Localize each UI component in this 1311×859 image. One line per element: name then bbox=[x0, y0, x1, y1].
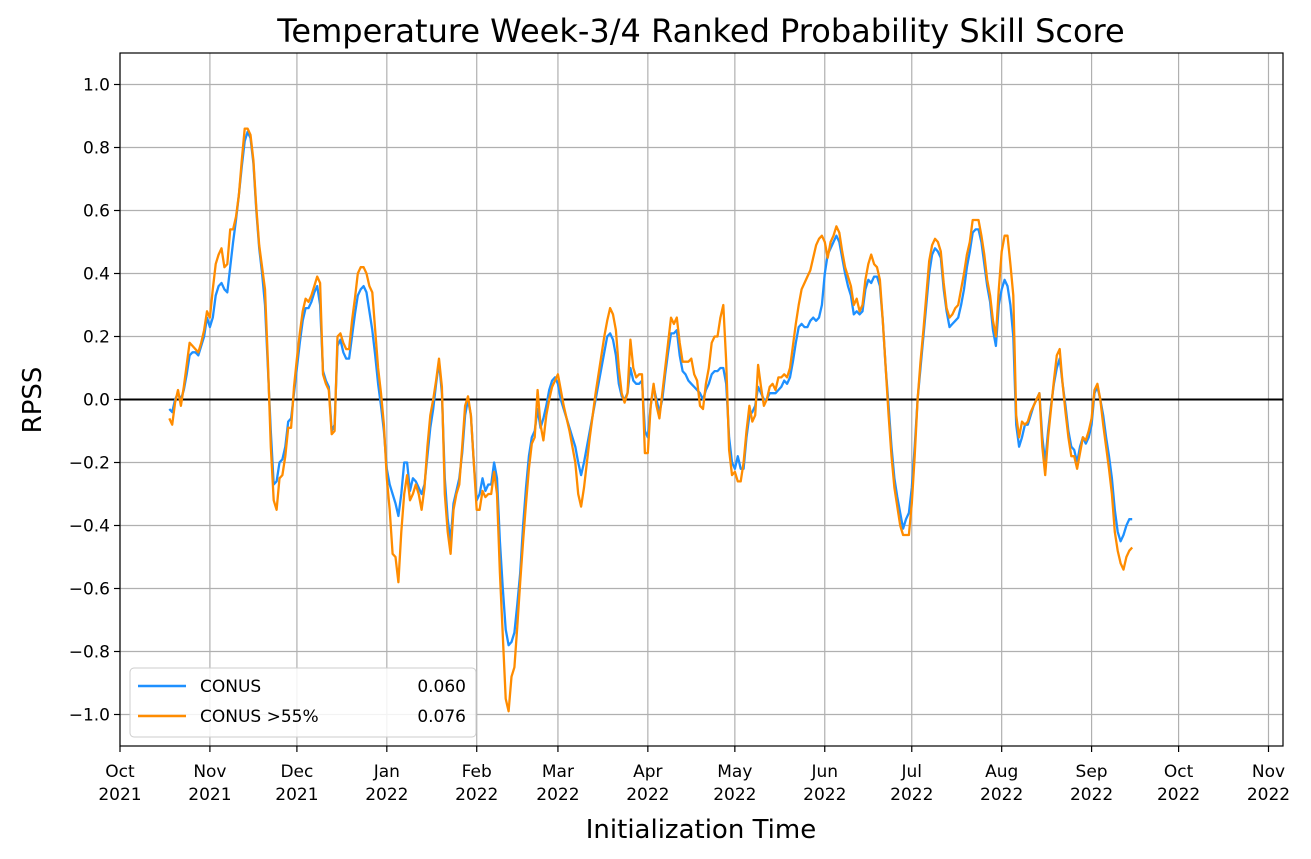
x-tick-label-month: Nov bbox=[1252, 762, 1285, 782]
x-tick-label-year: 2022 bbox=[980, 785, 1023, 805]
axis-ticks: −1.0 −0.8 −0.6 −0.4 −0.2 0.0 0.2 0.4 0.6 0.8 1.0 Oc… bbox=[69, 76, 1290, 806]
x-tick-label-year: 2022 bbox=[455, 785, 498, 805]
x-tick-label-month: Jan bbox=[373, 762, 400, 782]
y-tick-label: 0.2 bbox=[83, 328, 110, 348]
x-tick-label-month: Jun bbox=[810, 762, 838, 782]
x-tick-label-month: Jul bbox=[901, 762, 923, 782]
x-tick-label-year: 2022 bbox=[713, 785, 756, 805]
y-tick-label: −0.8 bbox=[69, 643, 110, 663]
x-tick-label-year: 2022 bbox=[536, 785, 579, 805]
x-axis-label: Initialization Time bbox=[586, 815, 816, 845]
x-tick-label-month: Nov bbox=[193, 762, 226, 782]
x-tick-label-year: 2022 bbox=[890, 785, 933, 805]
y-axis-label: RPSS bbox=[18, 367, 48, 434]
series-line-conus-55 bbox=[168, 127, 1134, 713]
x-tick-label-year: 2022 bbox=[1070, 785, 1113, 805]
y-tick-label: 1.0 bbox=[83, 76, 110, 96]
x-tick-label-month: Oct bbox=[105, 762, 135, 782]
x-tick-label-year: 2022 bbox=[626, 785, 669, 805]
chart-title: Temperature Week-3/4 Ranked Probability … bbox=[276, 12, 1124, 50]
y-tick-label: −0.2 bbox=[69, 454, 110, 474]
x-tick-label-month: May bbox=[717, 762, 752, 782]
series-layer bbox=[168, 127, 1134, 713]
y-tick-label: 0.6 bbox=[83, 202, 110, 222]
x-tick-label-month: Feb bbox=[462, 762, 492, 782]
x-tick-label-month: Dec bbox=[280, 762, 313, 782]
x-tick-label-month: Mar bbox=[542, 762, 574, 782]
plot-frame bbox=[119, 52, 1284, 747]
y-tick-label: 0.4 bbox=[83, 265, 110, 285]
x-tick-label-year: 2021 bbox=[98, 785, 141, 805]
y-tick-label: −0.6 bbox=[69, 580, 110, 600]
legend-box bbox=[129, 667, 477, 738]
legend-label-conus: CONUS bbox=[200, 677, 261, 697]
x-tick-label-month: Oct bbox=[1164, 762, 1194, 782]
x-tick-label-year: 2022 bbox=[803, 785, 846, 805]
y-tick-label: 0.8 bbox=[83, 139, 110, 159]
legend: CONUS 0.060 CONUS >55% 0.076 bbox=[129, 667, 477, 738]
y-tick-label: 0.0 bbox=[83, 391, 110, 411]
x-tick-label-year: 2021 bbox=[275, 785, 318, 805]
x-tick-label-year: 2021 bbox=[188, 785, 231, 805]
legend-label-conus-55: CONUS >55% bbox=[200, 707, 319, 727]
x-tick-label-year: 2022 bbox=[1157, 785, 1200, 805]
legend-value-conus-55: 0.076 bbox=[417, 707, 466, 727]
x-tick-label-month: Apr bbox=[633, 762, 662, 782]
x-tick-label-year: 2022 bbox=[365, 785, 408, 805]
y-tick-label: −1.0 bbox=[69, 706, 110, 726]
legend-value-conus: 0.060 bbox=[417, 677, 466, 697]
x-tick-label-month: Aug bbox=[985, 762, 1018, 782]
x-tick-label-month: Sep bbox=[1076, 762, 1108, 782]
x-tick-label-year: 2022 bbox=[1247, 785, 1290, 805]
y-tick-label: −0.4 bbox=[69, 517, 110, 537]
